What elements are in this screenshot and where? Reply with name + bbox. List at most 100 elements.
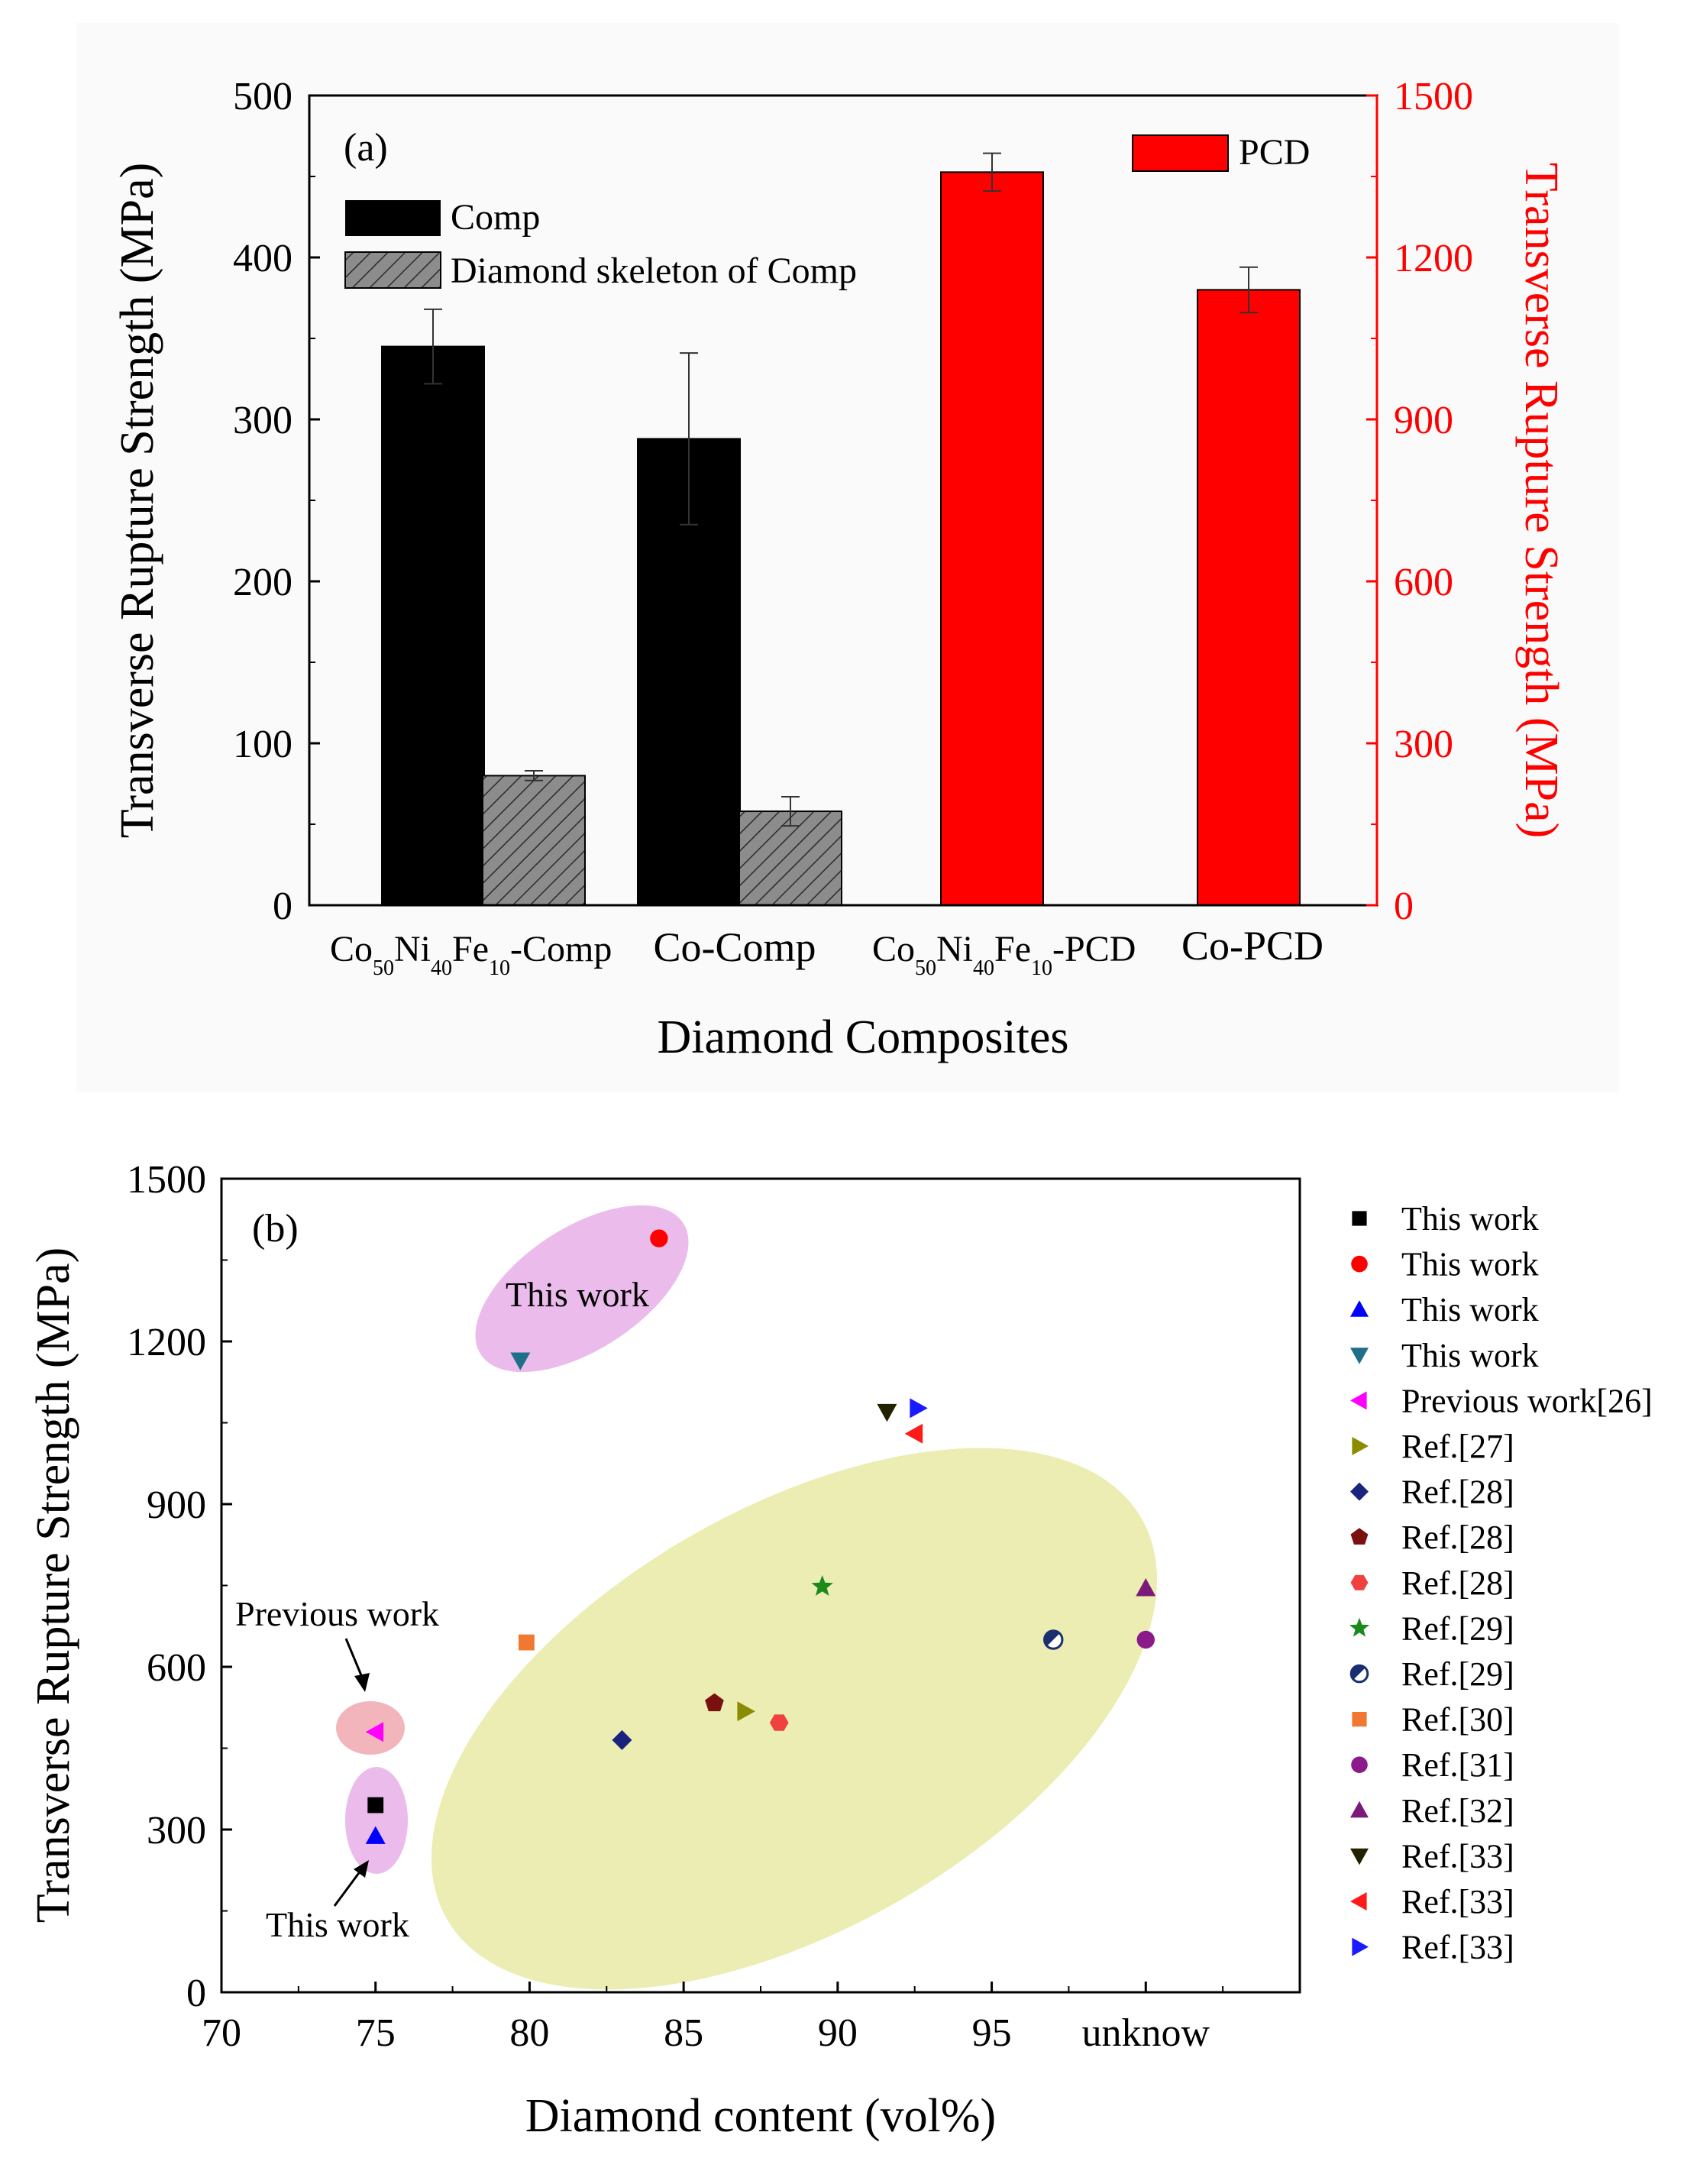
point-10-fill	[1044, 1630, 1060, 1646]
point-9	[811, 1575, 833, 1596]
legend-label-4: Previous work[26]	[1401, 1382, 1653, 1419]
b-y-tick-label: 300	[147, 1809, 206, 1852]
right-tick-label: 900	[1394, 399, 1453, 442]
panel-a-left-ticks: 0 100 200 300 400 500	[233, 75, 320, 928]
legend-marker-10-fill	[1351, 1665, 1365, 1680]
bar-pcd-3	[1197, 289, 1301, 906]
right-tick-label: 1200	[1394, 237, 1473, 280]
right-tick-label: 600	[1394, 561, 1453, 604]
legend-pcd-swatch	[1132, 134, 1229, 172]
point-15	[904, 1423, 923, 1444]
right-tick-label: 1500	[1394, 75, 1473, 118]
legend-marker-10	[1349, 1664, 1369, 1684]
point-4	[365, 1722, 384, 1742]
left-tick-label: 300	[233, 399, 292, 442]
legend-label-10: Ref.[29]	[1401, 1655, 1514, 1693]
point-0	[367, 1797, 384, 1814]
bar-diamond-skeleton-of-comp-0	[482, 775, 586, 907]
point-16	[910, 1398, 928, 1419]
b-x-tick-label: 90	[818, 2011, 858, 2055]
right-tick-label: 300	[1394, 723, 1453, 766]
legend-label-3: This work	[1401, 1337, 1539, 1374]
panel-b-legend: This work This work This work This work Prev…	[1349, 1200, 1653, 1966]
legend-marker-5	[1352, 1437, 1369, 1455]
left-tick-label: 500	[233, 75, 292, 118]
legend-pcd-label: PCD	[1239, 132, 1310, 173]
legend-marker-0	[1352, 1211, 1367, 1226]
legend-marker-14	[1350, 1848, 1369, 1865]
point-13	[1136, 1578, 1156, 1597]
annotation-this-work-upper: This work	[506, 1275, 649, 1314]
category-label-conife-pcd: Co50Ni40Fe10-PCD	[872, 929, 1136, 980]
point-2	[365, 1826, 386, 1844]
legend-marker-7	[1350, 1528, 1369, 1545]
b-x-tick-label: 85	[664, 2011, 703, 2055]
panel-a-background	[76, 23, 1619, 1092]
legend-marker-8	[1350, 1574, 1369, 1590]
panel-b-y-axis-title: Transverse Rupture Strength (MPa)	[27, 1247, 79, 1924]
references-highlight	[431, 1448, 1157, 1990]
legend-label-8: Ref.[28]	[1401, 1564, 1514, 1602]
panel-a-bars	[381, 152, 1301, 907]
b-x-tick-label: 80	[509, 2011, 549, 2055]
legend-label-11: Ref.[30]	[1401, 1701, 1514, 1739]
legend-marker-6	[1350, 1482, 1369, 1501]
point-6	[612, 1729, 632, 1750]
point-14	[877, 1403, 897, 1422]
legend-marker-12	[1351, 1756, 1368, 1773]
point-12	[1136, 1630, 1155, 1649]
panel-a-y-axis-title-right: Transverse Rupture Strength (MPa)	[1515, 163, 1567, 839]
legend-skeleton-label: Diamond skeleton of Comp	[451, 251, 857, 291]
legend-marker-2	[1350, 1300, 1369, 1317]
legend-marker-1	[1351, 1255, 1368, 1273]
category-label-co-pcd: Co-PCD	[1181, 923, 1323, 969]
legend-label-1: This work	[1401, 1246, 1539, 1283]
b-x-tick-label: 75	[356, 2011, 396, 2055]
legend-label-14: Ref.[33]	[1401, 1837, 1514, 1875]
legend-label-13: Ref.[32]	[1401, 1792, 1514, 1830]
legend-label-0: This work	[1401, 1200, 1539, 1238]
point-10	[1043, 1629, 1064, 1650]
point-3	[510, 1352, 531, 1370]
b-y-tick-label: 900	[147, 1484, 206, 1527]
legend-label-15: Ref.[33]	[1401, 1883, 1514, 1920]
legend-marker-3	[1350, 1348, 1369, 1364]
category-label-conife-comp: Co50Ni40Fe10-Comp	[330, 929, 612, 980]
point-1	[650, 1229, 668, 1247]
panel-b-label: (b)	[252, 1207, 299, 1251]
legend-marker-15	[1350, 1892, 1367, 1911]
bar-comp-0	[381, 345, 485, 907]
previous-work-highlight	[336, 1701, 405, 1755]
legend-label-12: Ref.[31]	[1401, 1746, 1514, 1784]
annotation-previous-work: Previous work	[235, 1594, 439, 1633]
bar-pcd-2	[940, 171, 1044, 906]
panel-a-right-ticks: 0 300 600 900 1200 1500	[1366, 75, 1473, 928]
point-5	[737, 1701, 755, 1722]
right-tick-label: 0	[1394, 885, 1414, 928]
this-work-lower-arrow-line	[333, 1867, 364, 1907]
b-y-tick-label: 1200	[127, 1321, 206, 1364]
b-x-tick-label: unknow	[1082, 2011, 1210, 2055]
legend-label-5: Ref.[27]	[1401, 1428, 1514, 1465]
category-label-co-comp: Co-Comp	[653, 924, 816, 970]
annotation-this-work-lower: This work	[266, 1905, 409, 1944]
legend-skeleton-swatch	[344, 251, 441, 289]
b-x-tick-label: 95	[972, 2011, 1012, 2055]
panel-b: 0 300 600 900 1200 1500 70 75 80 85 90 95 unknow (b)…	[27, 1158, 1653, 2142]
legend-label-6: Ref.[28]	[1401, 1474, 1514, 1511]
left-tick-label: 0	[273, 885, 292, 928]
legend-marker-13	[1350, 1801, 1369, 1818]
legend-comp-swatch	[345, 200, 441, 236]
b-x-tick-label: 70	[202, 2011, 241, 2055]
b-y-tick-label: 0	[186, 1972, 206, 2015]
panel-b-ticks: 0 300 600 900 1200 1500 70 75 80 85 90 95 unknow	[127, 1158, 1224, 2055]
left-tick-label: 100	[233, 723, 292, 766]
legend-label-16: Ref.[33]	[1401, 1929, 1514, 1966]
panel-a-y-axis-title: Transverse Rupture Strength (MPa)	[112, 163, 163, 839]
legend-marker-4	[1350, 1391, 1367, 1410]
panel-a-x-axis-title: Diamond Composites	[657, 1011, 1068, 1063]
legend-label-7: Ref.[28]	[1401, 1519, 1514, 1556]
legend-label-9: Ref.[29]	[1401, 1610, 1514, 1647]
left-tick-label: 400	[233, 237, 292, 280]
